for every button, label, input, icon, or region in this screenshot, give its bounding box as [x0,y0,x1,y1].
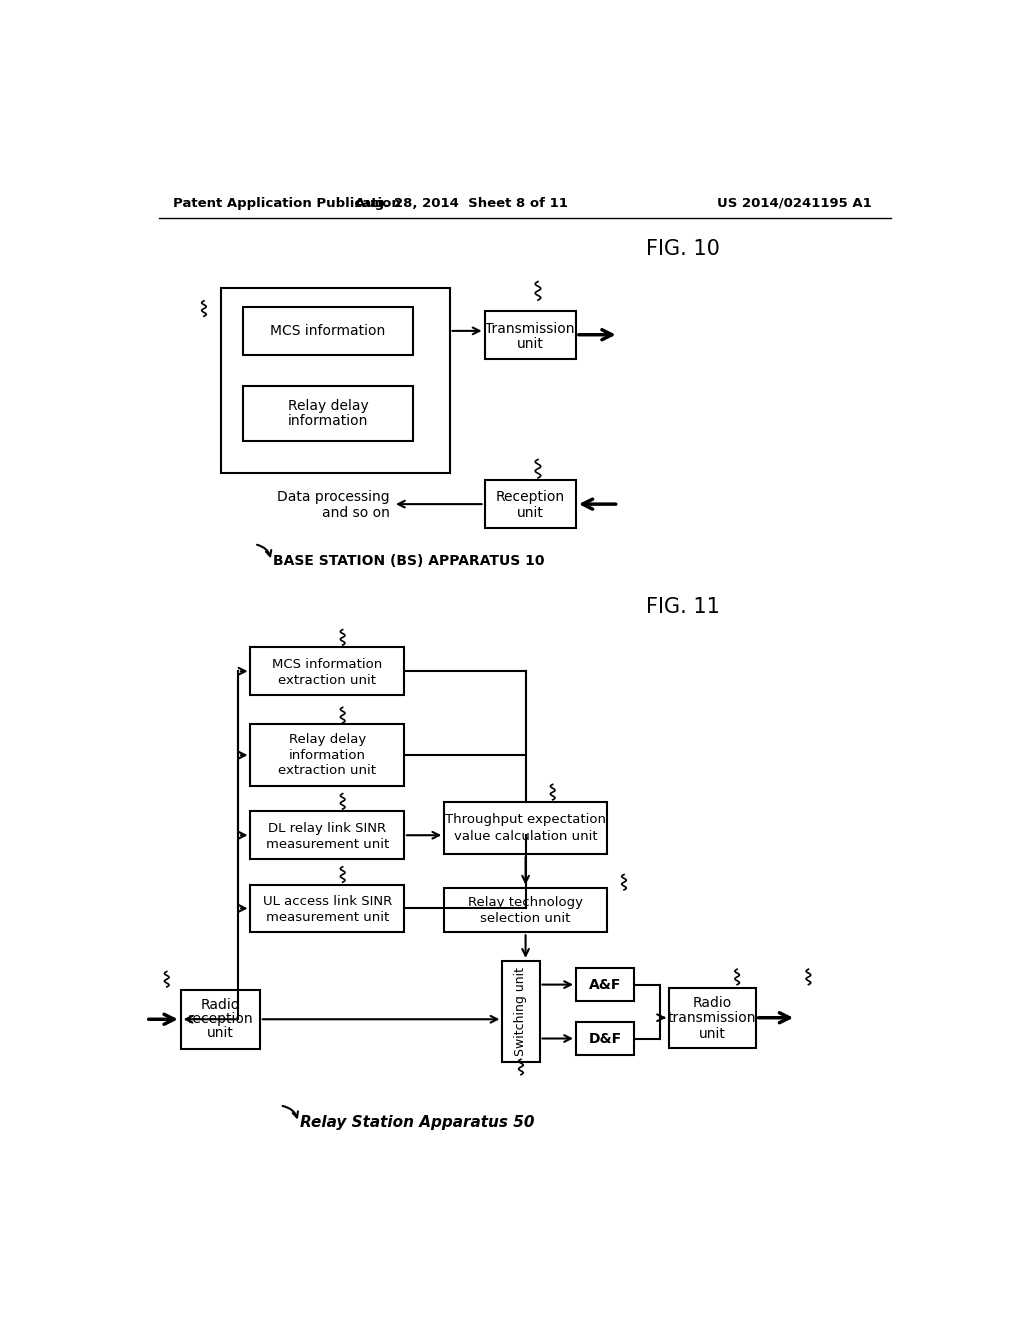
Text: Data processing: Data processing [278,490,390,504]
Text: Reception: Reception [496,490,565,504]
Text: US 2014/0241195 A1: US 2014/0241195 A1 [717,197,871,210]
Text: information: information [289,748,366,762]
Text: UL access link SINR: UL access link SINR [262,895,392,908]
FancyBboxPatch shape [575,969,634,1001]
FancyBboxPatch shape [251,884,403,932]
Text: FIG. 10: FIG. 10 [646,239,720,259]
FancyBboxPatch shape [484,480,575,528]
FancyBboxPatch shape [669,987,756,1048]
Text: Aug. 28, 2014  Sheet 8 of 11: Aug. 28, 2014 Sheet 8 of 11 [354,197,567,210]
Text: selection unit: selection unit [480,912,570,925]
FancyBboxPatch shape [444,803,607,854]
Text: Relay Station Apparatus 50: Relay Station Apparatus 50 [300,1115,535,1130]
Text: Relay delay: Relay delay [288,399,369,413]
Text: unit: unit [517,337,544,351]
Text: reception: reception [187,1012,253,1026]
Text: measurement unit: measurement unit [265,911,389,924]
FancyBboxPatch shape [484,312,575,359]
Text: unit: unit [699,1027,726,1041]
Text: and so on: and so on [323,506,390,520]
FancyBboxPatch shape [503,961,540,1063]
Text: Radio: Radio [201,998,240,1012]
Text: Relay technology: Relay technology [468,896,583,909]
Text: DL relay link SINR: DL relay link SINR [268,822,386,834]
FancyBboxPatch shape [251,812,403,859]
FancyBboxPatch shape [251,725,403,785]
Text: MCS information: MCS information [272,657,382,671]
Text: FIG. 11: FIG. 11 [646,598,720,618]
Text: measurement unit: measurement unit [265,838,389,851]
FancyBboxPatch shape [221,288,450,473]
Text: BASE STATION (BS) APPARATUS 10: BASE STATION (BS) APPARATUS 10 [273,554,545,568]
Text: Radio: Radio [692,997,732,1010]
FancyBboxPatch shape [243,385,414,441]
Text: Switching unit: Switching unit [514,968,527,1056]
Text: extraction unit: extraction unit [279,764,376,777]
FancyBboxPatch shape [180,990,260,1048]
Text: unit: unit [517,506,544,520]
FancyBboxPatch shape [243,308,414,355]
Text: A&F: A&F [589,978,622,991]
Text: information: information [288,414,369,428]
Text: extraction unit: extraction unit [279,675,376,686]
Text: Transmission: Transmission [485,322,574,335]
Text: Patent Application Publication: Patent Application Publication [173,197,400,210]
Text: MCS information: MCS information [270,323,386,338]
Text: value calculation unit: value calculation unit [454,829,597,842]
FancyBboxPatch shape [575,1022,634,1055]
Text: unit: unit [207,1026,233,1040]
Text: Relay delay: Relay delay [289,733,366,746]
Text: Throughput expectation: Throughput expectation [445,813,606,825]
Text: D&F: D&F [589,1031,622,1045]
Text: transmission: transmission [668,1011,757,1026]
FancyBboxPatch shape [251,647,403,696]
FancyBboxPatch shape [444,887,607,932]
